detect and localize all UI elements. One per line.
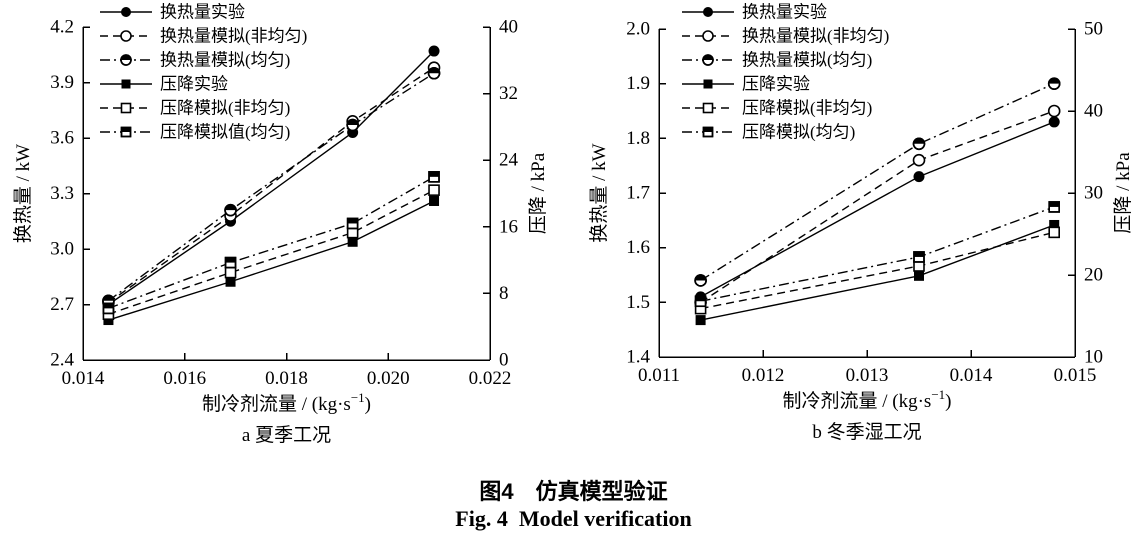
legend-label: 换热量模拟(非均匀) [160, 27, 307, 46]
series-line-5 [108, 176, 435, 310]
chart-a: 2.4 2.7 3.0 3.3 3.6 3.9 4.2 0 8 16 24 32 40 0.014 0.01… [12, 3, 549, 447]
series-line-2 [108, 72, 435, 302]
figure-caption-en: Fig. 4 Model verification [455, 506, 692, 531]
legend-label: 换热量模拟(均匀) [160, 51, 290, 70]
svg-text:0.014: 0.014 [950, 365, 993, 386]
subplot-subtitle: a 夏季工况 [242, 424, 331, 446]
svg-text:1.5: 1.5 [626, 292, 650, 313]
x-axis-title: 制冷剂流量 / (kg·s−1) [783, 387, 952, 412]
legend-item-1: 换热量模拟(非均匀) [100, 27, 307, 46]
series-line-0 [700, 121, 1055, 298]
svg-text:3.0: 3.0 [50, 239, 74, 260]
svg-text:30: 30 [1084, 183, 1103, 204]
legend-label: 压降模拟值(均匀) [160, 123, 290, 142]
svg-text:0: 0 [499, 350, 509, 371]
legend-label: 换热量模拟(非均匀) [742, 27, 889, 46]
legend-item-0: 换热量实验 [100, 3, 245, 22]
series-line-4 [700, 231, 1055, 310]
svg-text:2.7: 2.7 [50, 294, 74, 315]
svg-text:0.012: 0.012 [742, 365, 785, 386]
svg-text:0.018: 0.018 [265, 368, 308, 389]
legend-item-4: 压降模拟(非均匀) [682, 99, 872, 118]
svg-text:40: 40 [499, 17, 518, 38]
svg-text:3.9: 3.9 [50, 72, 74, 93]
legend-label: 换热量实验 [160, 3, 245, 22]
series-line-0 [108, 50, 435, 306]
svg-text:0.020: 0.020 [367, 368, 410, 389]
legend-label: 压降模拟(均匀) [742, 123, 855, 142]
svg-text:40: 40 [1084, 101, 1103, 122]
series-line-4 [108, 189, 435, 315]
series-markers [694, 77, 1061, 326]
series-line-3 [700, 224, 1055, 321]
series-line-1 [108, 67, 435, 304]
svg-text:1.6: 1.6 [626, 237, 650, 258]
y-left-axis-title: 换热量 / kW [588, 143, 610, 242]
series-line-3 [108, 200, 435, 321]
svg-text:1.7: 1.7 [626, 183, 650, 204]
svg-text:0.011: 0.011 [638, 365, 680, 386]
legend-label: 压降实验 [742, 75, 810, 94]
svg-text:1.9: 1.9 [626, 73, 650, 94]
y-right-axis-title: 压降 / kPa [1112, 152, 1134, 234]
svg-text:3.6: 3.6 [50, 128, 74, 149]
svg-text:0.022: 0.022 [469, 368, 512, 389]
legend-item-4: 压降模拟(非均匀) [100, 99, 290, 118]
svg-text:4.2: 4.2 [50, 17, 74, 38]
svg-text:1.8: 1.8 [626, 128, 650, 149]
legend-item-5: 压降模拟值(均匀) [100, 123, 290, 142]
tick-labels: 1.4 1.5 1.6 1.7 1.8 1.9 2.0 10 20 30 40 50 0.011 0.01… [626, 19, 1103, 387]
axes [658, 29, 1076, 358]
legend-item-3: 压降实验 [100, 75, 228, 94]
svg-text:0.013: 0.013 [846, 365, 889, 386]
svg-text:2.4: 2.4 [50, 350, 74, 371]
legend-item-2: 换热量模拟(均匀) [682, 51, 872, 70]
svg-text:0.016: 0.016 [163, 368, 206, 389]
legend-item-1: 换热量模拟(非均匀) [682, 27, 889, 46]
tick-labels: 2.4 2.7 3.0 3.3 3.6 3.9 4.2 0 8 16 24 32 40 0.014 0.01… [50, 17, 518, 390]
svg-text:2.0: 2.0 [626, 19, 650, 40]
legend-label: 换热量实验 [742, 3, 827, 22]
svg-text:24: 24 [499, 150, 519, 171]
svg-text:0.015: 0.015 [1054, 365, 1097, 386]
charts-canvas: 2.4 2.7 3.0 3.3 3.6 3.9 4.2 0 8 16 24 32 40 0.014 0.01… [12, 3, 1134, 447]
svg-text:50: 50 [1084, 19, 1103, 40]
legend-label: 压降模拟(非均匀) [160, 99, 290, 118]
svg-text:0.014: 0.014 [62, 368, 105, 389]
x-axis-title: 制冷剂流量 / (kg·s−1) [202, 390, 371, 415]
legend-label: 压降实验 [160, 75, 228, 94]
svg-text:制冷剂流量 / (kg·s−1): 制冷剂流量 / (kg·s−1) [202, 390, 371, 415]
chart-b: 1.4 1.5 1.6 1.7 1.8 1.9 2.0 10 20 30 40 50 0.011 0.01… [588, 3, 1134, 444]
legend-label: 压降模拟(非均匀) [742, 99, 872, 118]
legend-item-3: 压降实验 [682, 75, 810, 94]
legend-item-2: 换热量模拟(均匀) [100, 51, 290, 70]
series-line-5 [700, 206, 1055, 302]
legend-label: 换热量模拟(均匀) [742, 51, 872, 70]
series-lines [108, 50, 435, 321]
figure-caption-zh: 图4 仿真模型验证 [479, 479, 668, 504]
svg-text:20: 20 [1084, 265, 1103, 286]
svg-text:16: 16 [499, 216, 518, 237]
subplot-subtitle: b 冬季湿工况 [812, 421, 921, 443]
svg-text:10: 10 [1084, 347, 1103, 368]
y-left-axis-title: 换热量 / kW [12, 144, 34, 243]
series-markers [102, 45, 441, 326]
legend-item-5: 压降模拟(均匀) [682, 123, 855, 142]
svg-text:32: 32 [499, 83, 518, 104]
y-right-axis-title: 压降 / kPa [527, 152, 549, 234]
svg-text:制冷剂流量 / (kg·s−1): 制冷剂流量 / (kg·s−1) [783, 387, 952, 412]
svg-text:3.3: 3.3 [50, 183, 74, 204]
svg-text:1.4: 1.4 [626, 347, 650, 368]
series-lines [700, 83, 1055, 321]
series-line-2 [700, 83, 1055, 282]
svg-text:8: 8 [499, 283, 509, 304]
legend-item-0: 换热量实验 [682, 3, 827, 22]
